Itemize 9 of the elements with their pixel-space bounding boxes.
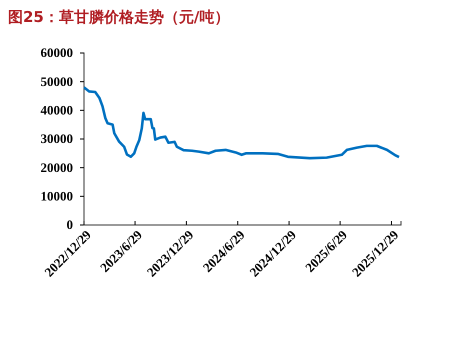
y-tick-label: 10000 (40, 188, 73, 204)
chart-title: 图25：草甘膦价格走势（元/吨） (8, 8, 230, 26)
y-tick-label: 0 (66, 217, 73, 232)
y-tick-label: 60000 (40, 45, 73, 60)
y-tick-label: 40000 (40, 102, 73, 118)
y-tick-label: 30000 (40, 131, 73, 146)
y-tick-label: 20000 (40, 160, 73, 175)
y-tick-label: 50000 (40, 74, 73, 89)
line-series (82, 86, 400, 160)
